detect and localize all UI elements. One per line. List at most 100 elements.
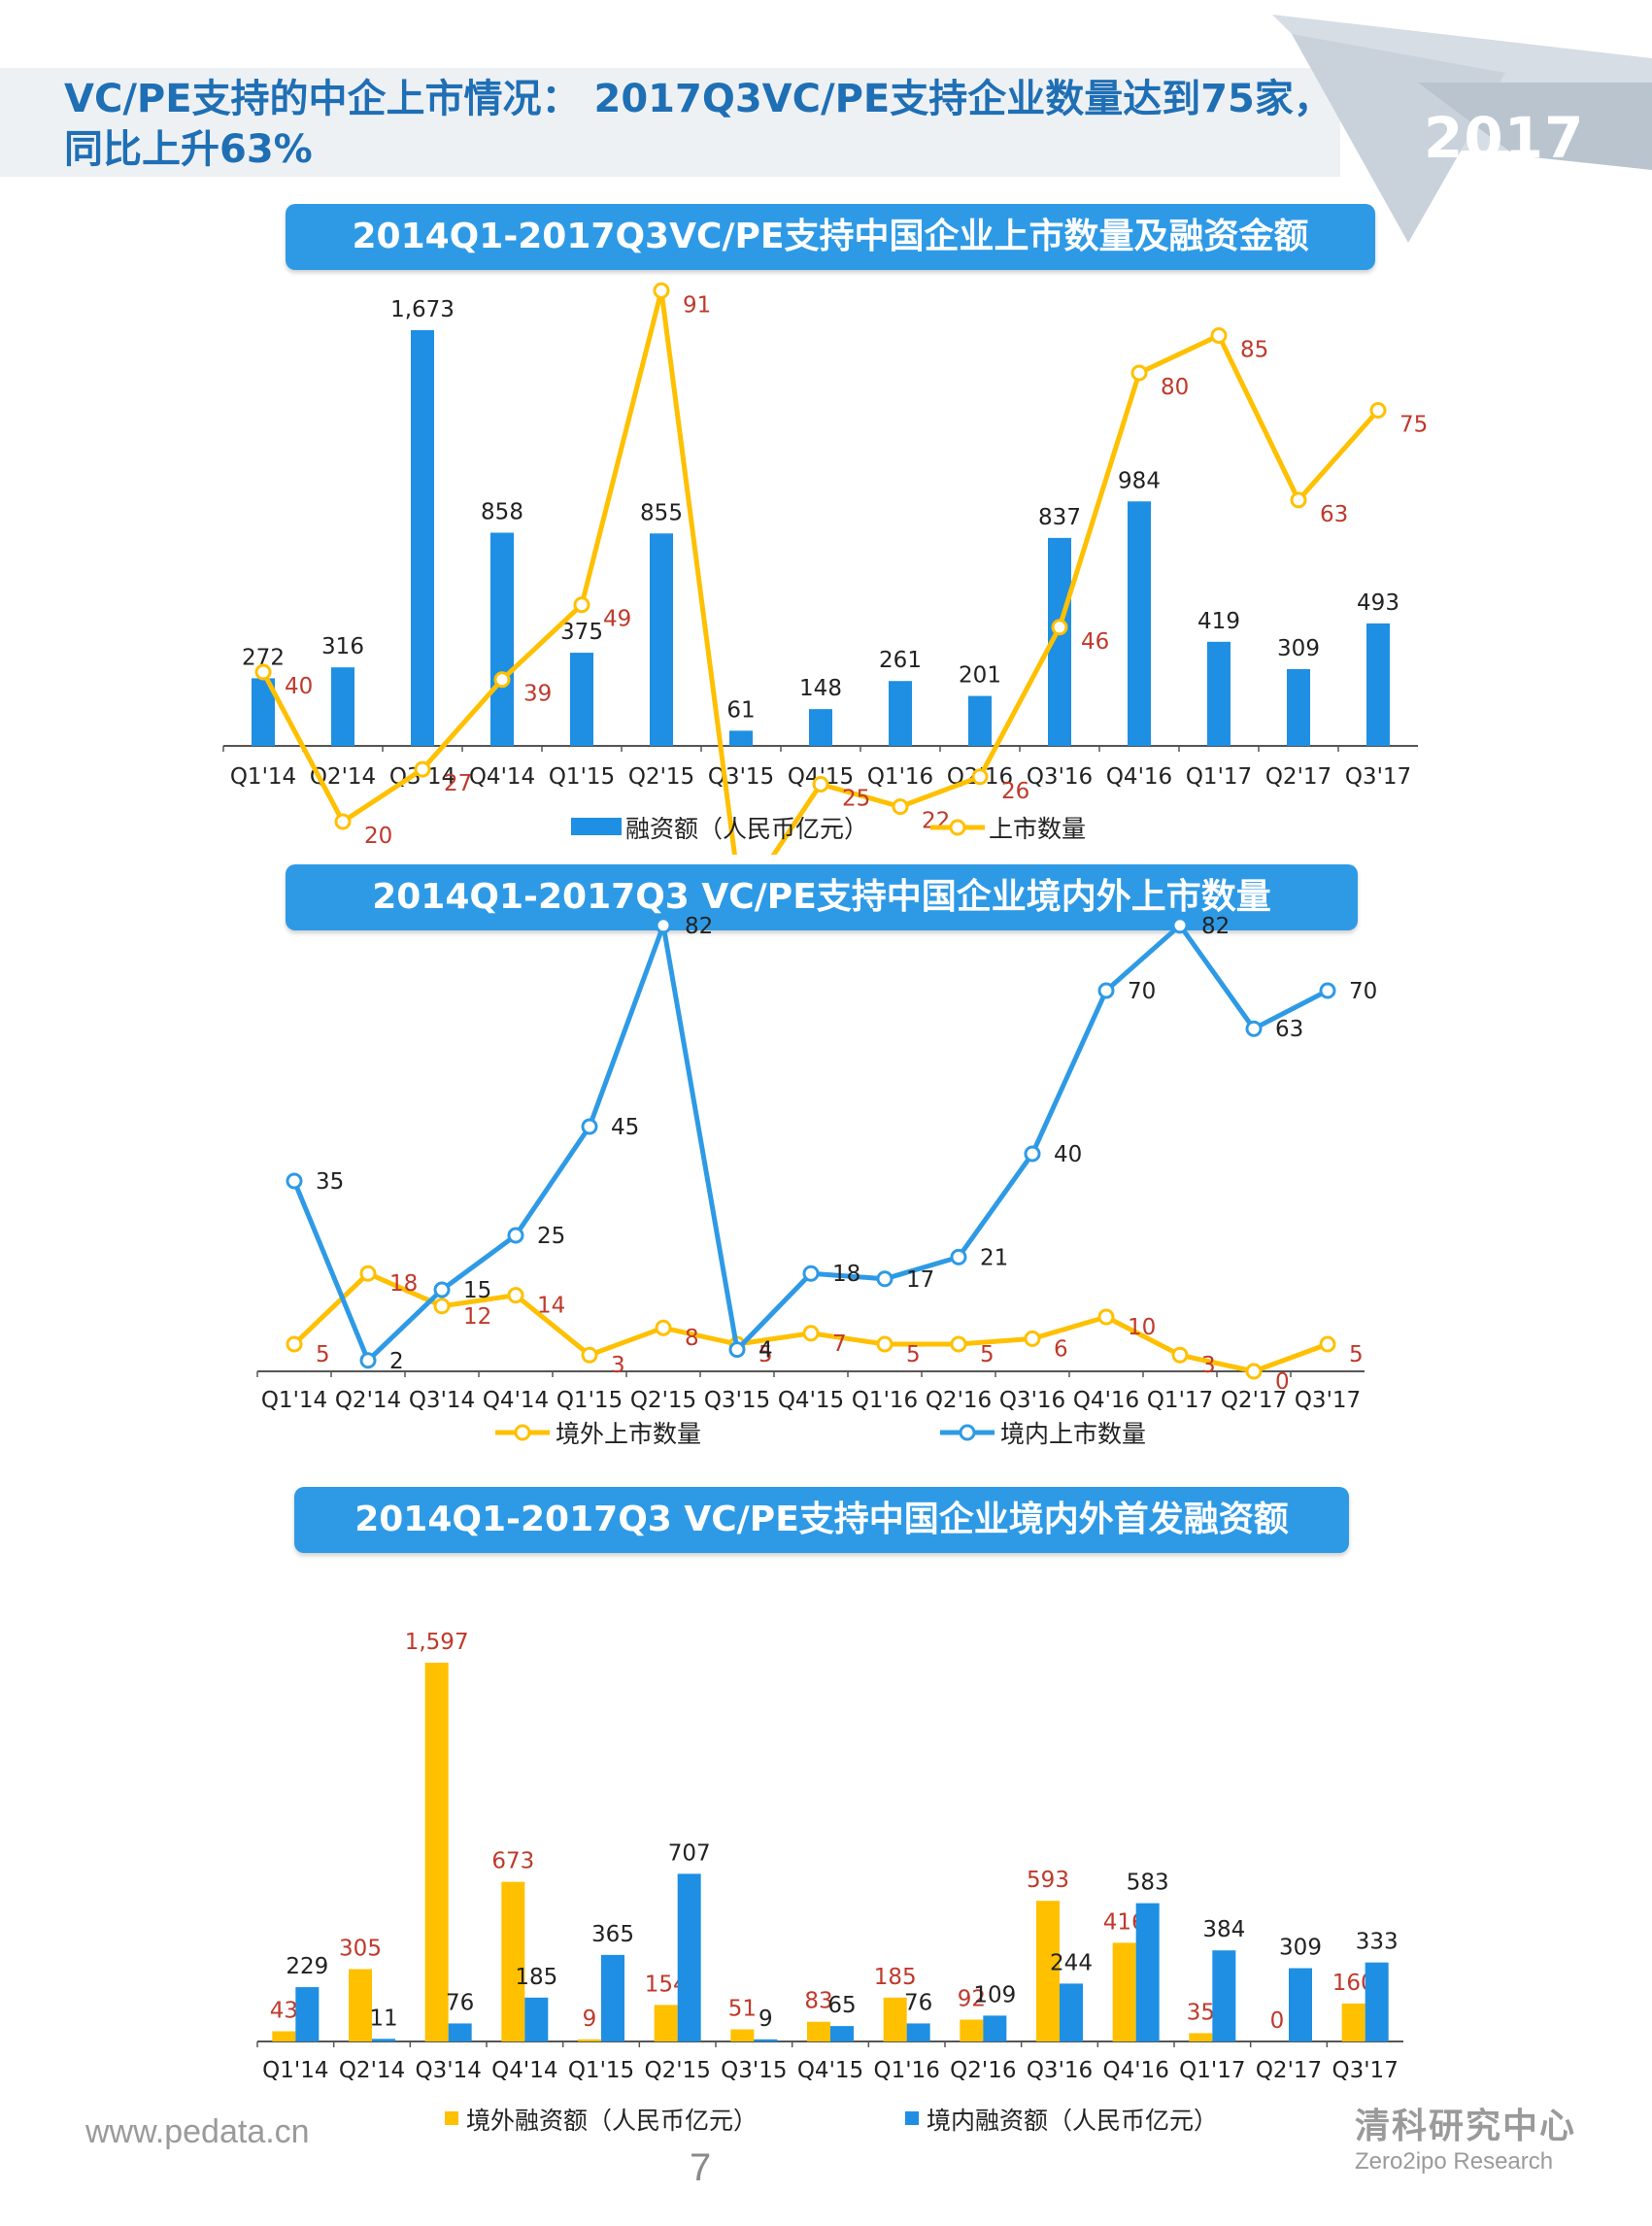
chart1-count-point <box>414 760 431 778</box>
chart1-count-label: 91 <box>683 292 711 318</box>
chart3-x-tick-label: Q1'16 <box>874 2058 940 2083</box>
chart1-bar <box>490 532 514 746</box>
footer-url[interactable]: www.pedata.cn <box>85 2113 310 2150</box>
chart1-legend-swatch-bar <box>571 818 622 835</box>
chart1-count-point <box>653 282 670 299</box>
chart1-x-tick-label: Q1'15 <box>549 764 615 790</box>
chart1-bar <box>1128 501 1151 746</box>
chart1-bar-label: 309 <box>1277 636 1320 661</box>
chart2-domestic-label: 21 <box>980 1245 1008 1270</box>
chart2-x-tick-label: Q2'15 <box>630 1388 696 1413</box>
chart1-count-point <box>254 663 272 681</box>
chart2-x-tick-label: Q3'14 <box>409 1388 475 1413</box>
chart1-x-tick-label: Q1'14 <box>230 764 296 790</box>
chart1-count-label: 63 <box>1320 502 1348 527</box>
chart2-domestic-point <box>286 1172 303 1190</box>
chart3-overseas-label: 43 <box>270 1998 298 2023</box>
chart2-overseas-point <box>1024 1330 1041 1347</box>
chart3-domestic-label: 65 <box>827 1993 856 2018</box>
chart3-domestic-bar <box>1060 1983 1083 2041</box>
chart1-bar-label: 316 <box>321 634 364 659</box>
chart2-x-tick-label: Q1'15 <box>556 1388 623 1413</box>
chart3-domestic-bar <box>754 2039 778 2041</box>
chart3-overseas-bar <box>272 2031 296 2041</box>
chart3-domestic-label: 309 <box>1279 1936 1322 1961</box>
chart1-count-label: 26 <box>1001 779 1029 804</box>
chart2-overseas-label: 8 <box>685 1326 699 1351</box>
chart3-legend-label-domestic: 境内融资额（人民币亿元） <box>927 2107 1218 2135</box>
chart2-domestic-label: 70 <box>1349 979 1377 1004</box>
chart2-legend-label-domestic: 境内上市数量 <box>1000 1420 1146 1448</box>
page-title: VC/PE支持的中企上市情况： 2017Q3VC/PE支持企业数量达到75家， … <box>64 74 1424 175</box>
chart3-x-tick-label: Q2'15 <box>645 2058 711 2083</box>
chart2-domestic-point <box>1245 1020 1263 1037</box>
chart1-bar-label: 201 <box>959 663 1001 689</box>
chart3-domestic-label: 229 <box>286 1954 328 1979</box>
chart2-overseas-label: 5 <box>759 1342 773 1367</box>
chart3-domestic-label: 244 <box>1050 1950 1093 1975</box>
chart2-x-tick-label: Q4'14 <box>483 1388 549 1413</box>
chart3-x-tick-label: Q4'14 <box>491 2058 557 2083</box>
chart2-domestic-point <box>1097 982 1115 999</box>
chart2-domestic-label: 4 <box>759 1338 773 1364</box>
chart1-x-tick-label: Q4'16 <box>1106 764 1172 790</box>
chart2-x-tick-label: Q1'16 <box>852 1388 918 1413</box>
chart3-legend-swatch-overseas <box>445 2111 458 2125</box>
brand-logo: 清科研究中心 Zero2ipo Research <box>1355 2098 1576 2175</box>
chart2-legend-label-overseas: 境外上市数量 <box>556 1420 701 1448</box>
chart2-domestic-point <box>728 1341 746 1359</box>
chart2-domestic-label: 25 <box>537 1224 565 1249</box>
brand-en: Zero2ipo Research <box>1355 2148 1554 2175</box>
chart2-overseas-label: 18 <box>389 1271 418 1297</box>
chart2-x-tick-label: Q1'17 <box>1147 1388 1213 1413</box>
chart1-count-point <box>334 813 352 830</box>
chart2-domestic-point <box>433 1281 451 1298</box>
chart3-domestic-bar <box>983 2015 1007 2041</box>
chart2-domestic-point <box>581 1118 598 1135</box>
chart2-domestic-point <box>1024 1145 1041 1163</box>
chart3-overseas-bar <box>807 2021 830 2041</box>
chart1-bar <box>889 681 912 746</box>
chart1-bar-label: 261 <box>879 648 922 673</box>
page-title-line2: 同比上升63% <box>64 127 313 172</box>
chart3-x-tick-label: Q3'16 <box>1027 2058 1093 2083</box>
chart1-x-tick-label: Q3'17 <box>1345 764 1411 790</box>
chart2-domestic-point <box>1319 982 1336 999</box>
chart2-x-tick-label: Q3'15 <box>704 1388 770 1413</box>
chart3-x-tick-label: Q2'17 <box>1256 2058 1322 2083</box>
chart2-domestic-label: 2 <box>389 1349 404 1374</box>
chart2-overseas-point <box>1319 1335 1336 1353</box>
chart1-bar <box>650 533 673 746</box>
chart1-x-tick-label: Q2'15 <box>628 764 694 790</box>
chart2-domestic-point <box>950 1248 967 1265</box>
chart1-bar-line: 272Q1'14316Q2'141,673Q3'14858Q4'14375Q1'… <box>222 282 1428 855</box>
chart1-legend-label-line: 上市数量 <box>989 815 1086 843</box>
chart3-overseas-label: 92 <box>958 1987 986 2012</box>
chart1-count-label: 25 <box>842 787 870 812</box>
chart2-x-tick-label: Q4'16 <box>1073 1388 1139 1413</box>
chart2-overseas-point <box>359 1265 377 1282</box>
chart1-x-tick-label: Q2'17 <box>1265 764 1332 790</box>
chart1-bar-label: 493 <box>1357 590 1399 616</box>
chart2-domestic-label: 45 <box>611 1115 639 1140</box>
chart1-count-label: 75 <box>1399 413 1428 438</box>
chart2-x-tick-label: Q1'14 <box>261 1388 327 1413</box>
chart3-domestic-bar <box>524 1997 549 2041</box>
chart3-domestic-label: 185 <box>515 1965 557 1990</box>
chart3-overseas-label: 305 <box>339 1937 382 1962</box>
chart1-bar-label: 148 <box>799 676 842 701</box>
chart2-overseas-label: 3 <box>611 1353 625 1378</box>
chart2-overseas-point <box>1171 1346 1189 1364</box>
chart1-count-label: 46 <box>1081 629 1109 655</box>
year-badge: 2017 <box>1424 105 1585 171</box>
chart1-count-label: 40 <box>285 674 313 699</box>
chart1-bar-label: 837 <box>1038 505 1081 530</box>
chart2-domestic-label: 18 <box>832 1262 860 1287</box>
chart2-overseas-point <box>581 1346 598 1364</box>
chart3-header: 2014Q1-2017Q3 VC/PE支持中国企业境内外首发融资额 <box>294 1487 1349 1553</box>
chart3-domestic-label: 76 <box>904 1990 932 2015</box>
chart2-domestic-label: 35 <box>316 1169 344 1195</box>
chart2-overseas-label: 5 <box>980 1342 995 1367</box>
chart3-overseas-bar <box>424 1663 449 2041</box>
chart2-overseas-label: 7 <box>832 1332 847 1357</box>
